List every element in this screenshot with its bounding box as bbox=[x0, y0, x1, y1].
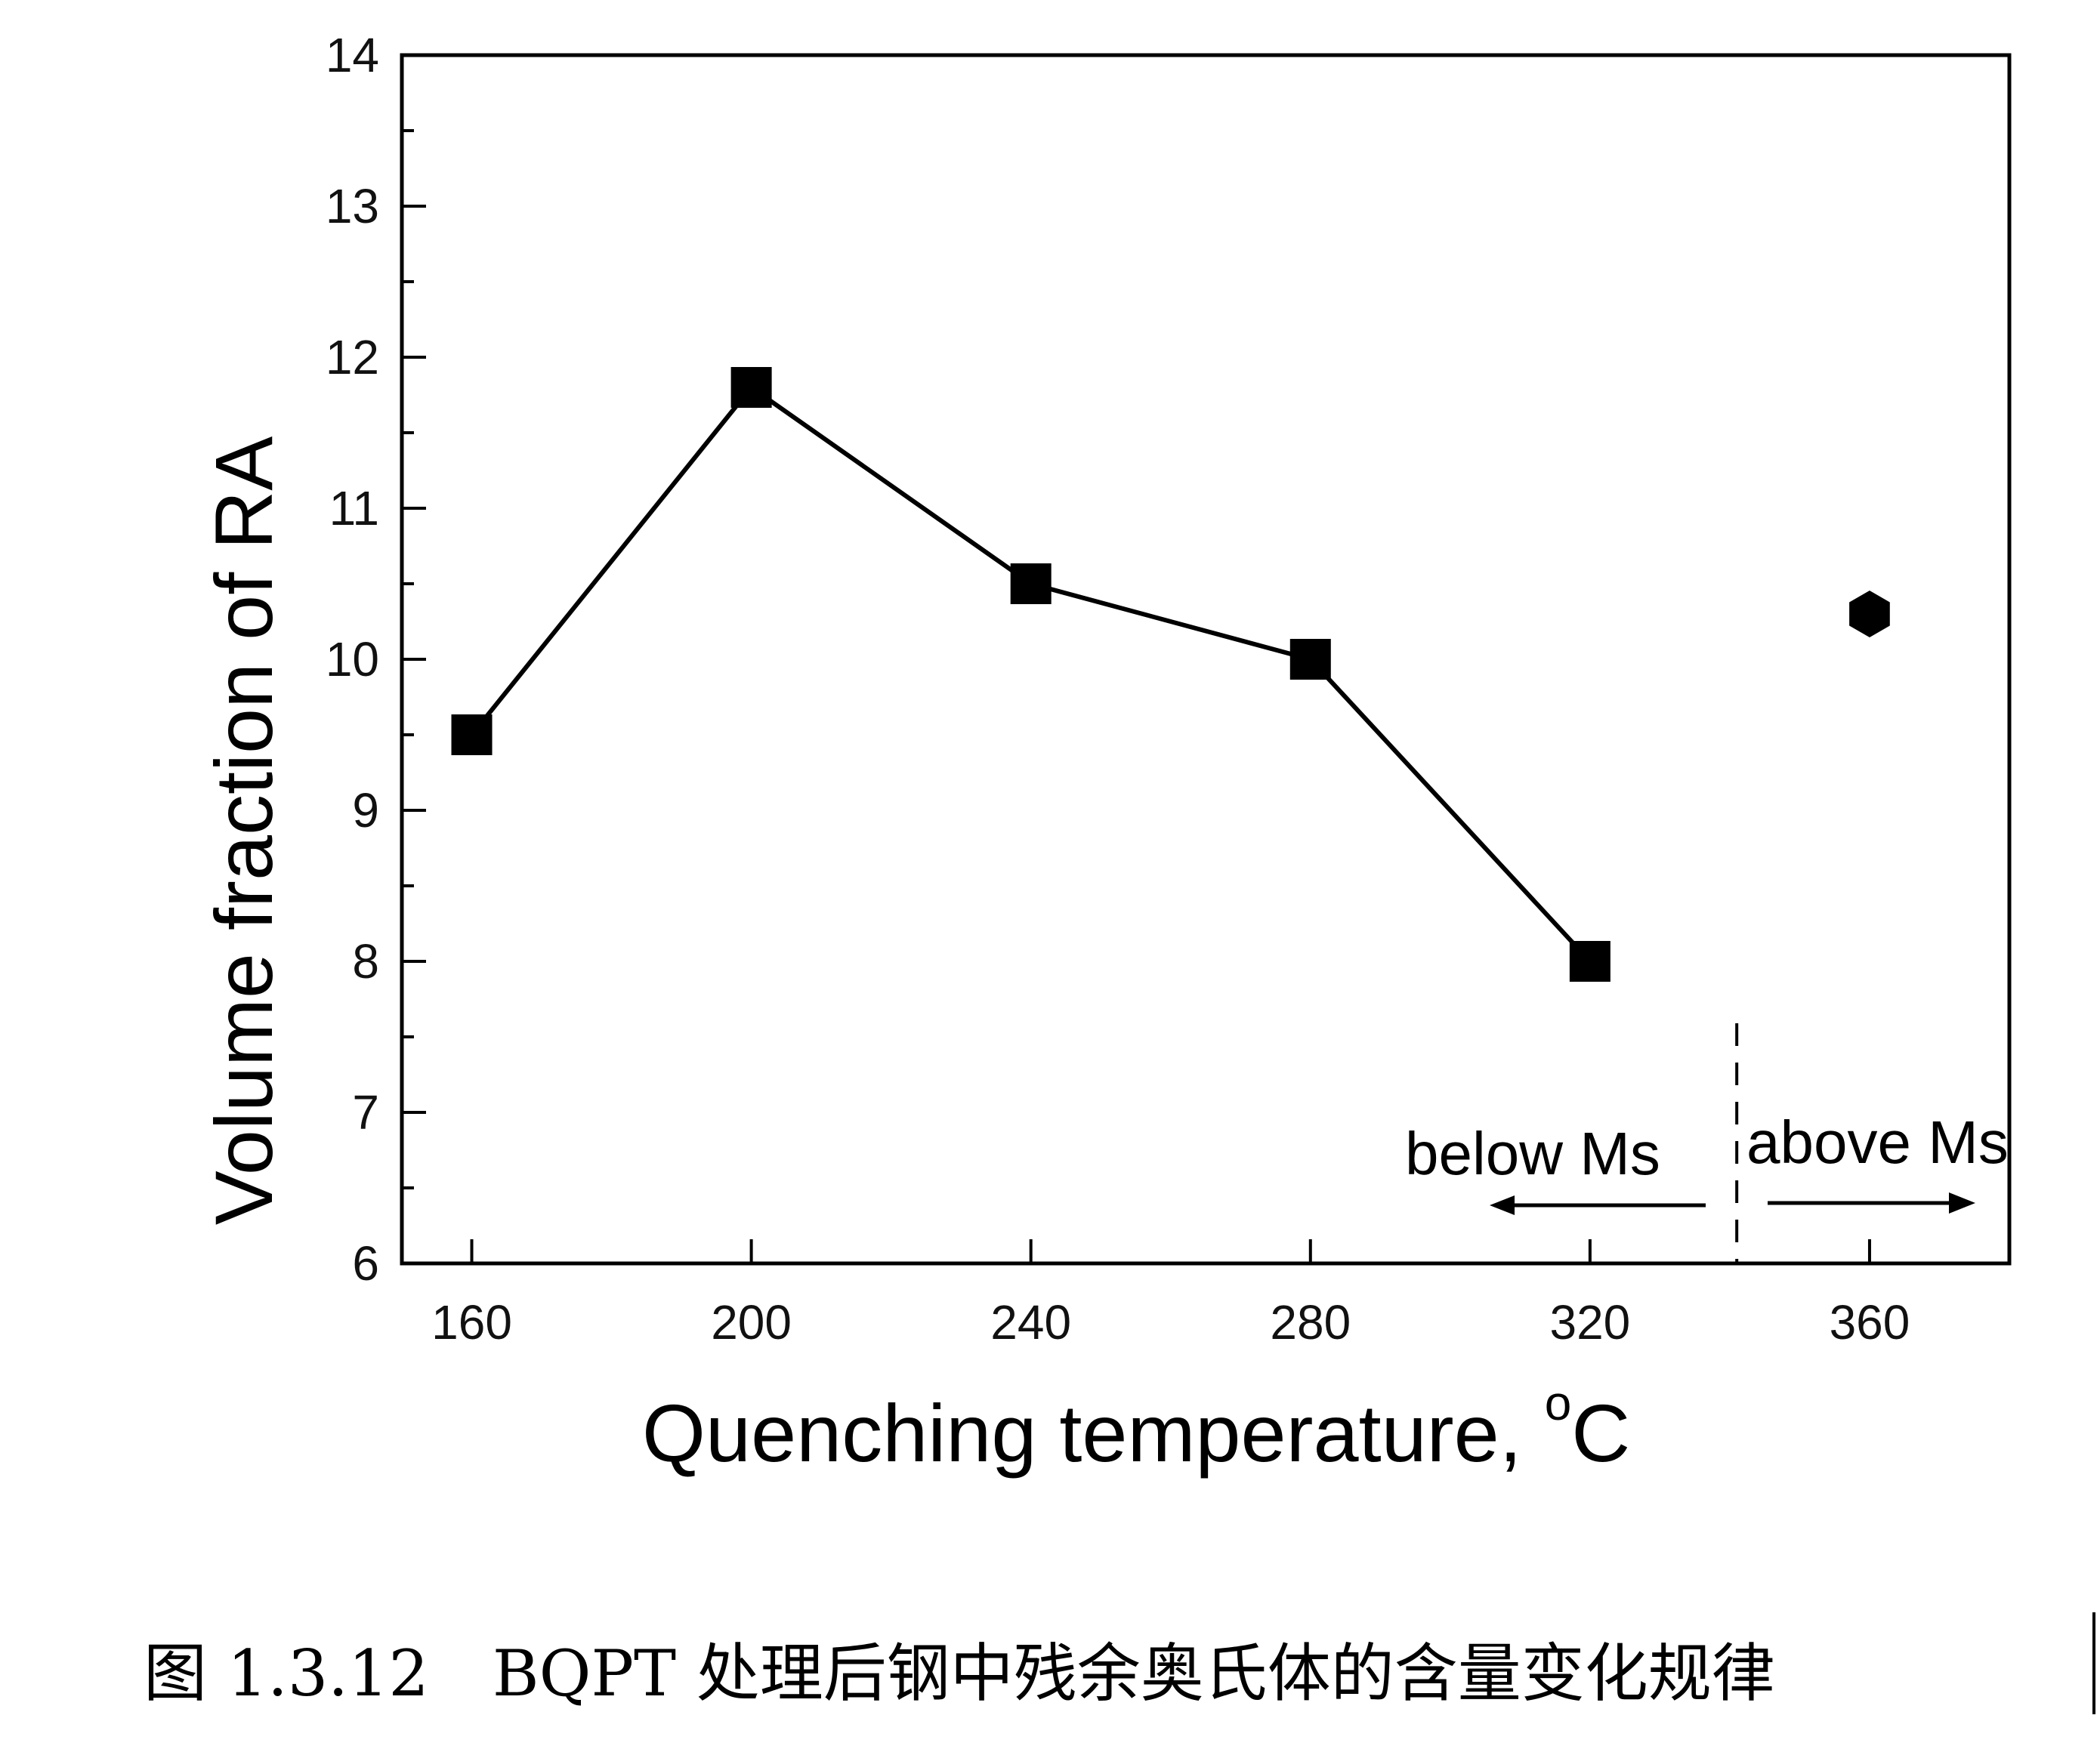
x-tick-label: 200 bbox=[711, 1295, 792, 1350]
below-ms-label: below Ms bbox=[1405, 1120, 1660, 1187]
series-line bbox=[470, 384, 1592, 964]
y-axis-ticks: 6 7 8 9 10 11 12 13 14 bbox=[326, 28, 426, 1291]
x-tick-label: 240 bbox=[990, 1295, 1071, 1350]
y-tick-label: 7 bbox=[352, 1085, 379, 1140]
data-point-square bbox=[730, 367, 772, 408]
below-ms-arrow bbox=[1490, 1195, 1706, 1215]
above-ms-arrow bbox=[1768, 1192, 1975, 1214]
data-point-square bbox=[1289, 639, 1331, 680]
x-tick-label: 280 bbox=[1270, 1295, 1351, 1350]
x-axis-label-text: Quenching temperature, bbox=[642, 1387, 1545, 1479]
data-point-square bbox=[1569, 941, 1611, 982]
data-point-square bbox=[451, 714, 493, 755]
y-tick-label: 13 bbox=[326, 179, 379, 233]
data-point-square bbox=[1010, 563, 1052, 604]
y-tick-label: 14 bbox=[326, 28, 379, 82]
y-tick-label: 6 bbox=[352, 1236, 379, 1291]
y-tick-label: 11 bbox=[329, 481, 379, 535]
data-point-hexagon bbox=[1849, 591, 1890, 637]
plot-frame bbox=[400, 53, 2012, 1266]
x-tick-label: 360 bbox=[1830, 1295, 1910, 1350]
y-tick-label: 9 bbox=[352, 783, 379, 837]
figure-caption: 图 1.3.12 BQPT 处理后钢中残余奥氏体的含量变化规律 bbox=[144, 1636, 1775, 1710]
x-axis-ticks: 160 200 240 280 320 360 bbox=[431, 1239, 1910, 1350]
y-tick-label: 12 bbox=[326, 330, 379, 384]
x-tick-label: 160 bbox=[431, 1295, 512, 1350]
x-axis-unit: C bbox=[1571, 1387, 1630, 1479]
degree-symbol: o bbox=[1545, 1376, 1572, 1430]
data-series bbox=[451, 367, 1890, 982]
above-ms-label: above Ms bbox=[1746, 1109, 2009, 1176]
y-tick-label: 8 bbox=[352, 934, 379, 989]
y-axis-label: Volume fraction of RA bbox=[198, 436, 289, 1226]
x-axis-label: Quenching temperature, oC bbox=[642, 1376, 1630, 1479]
y-tick-label: 10 bbox=[326, 632, 379, 686]
x-tick-label: 320 bbox=[1549, 1295, 1630, 1350]
